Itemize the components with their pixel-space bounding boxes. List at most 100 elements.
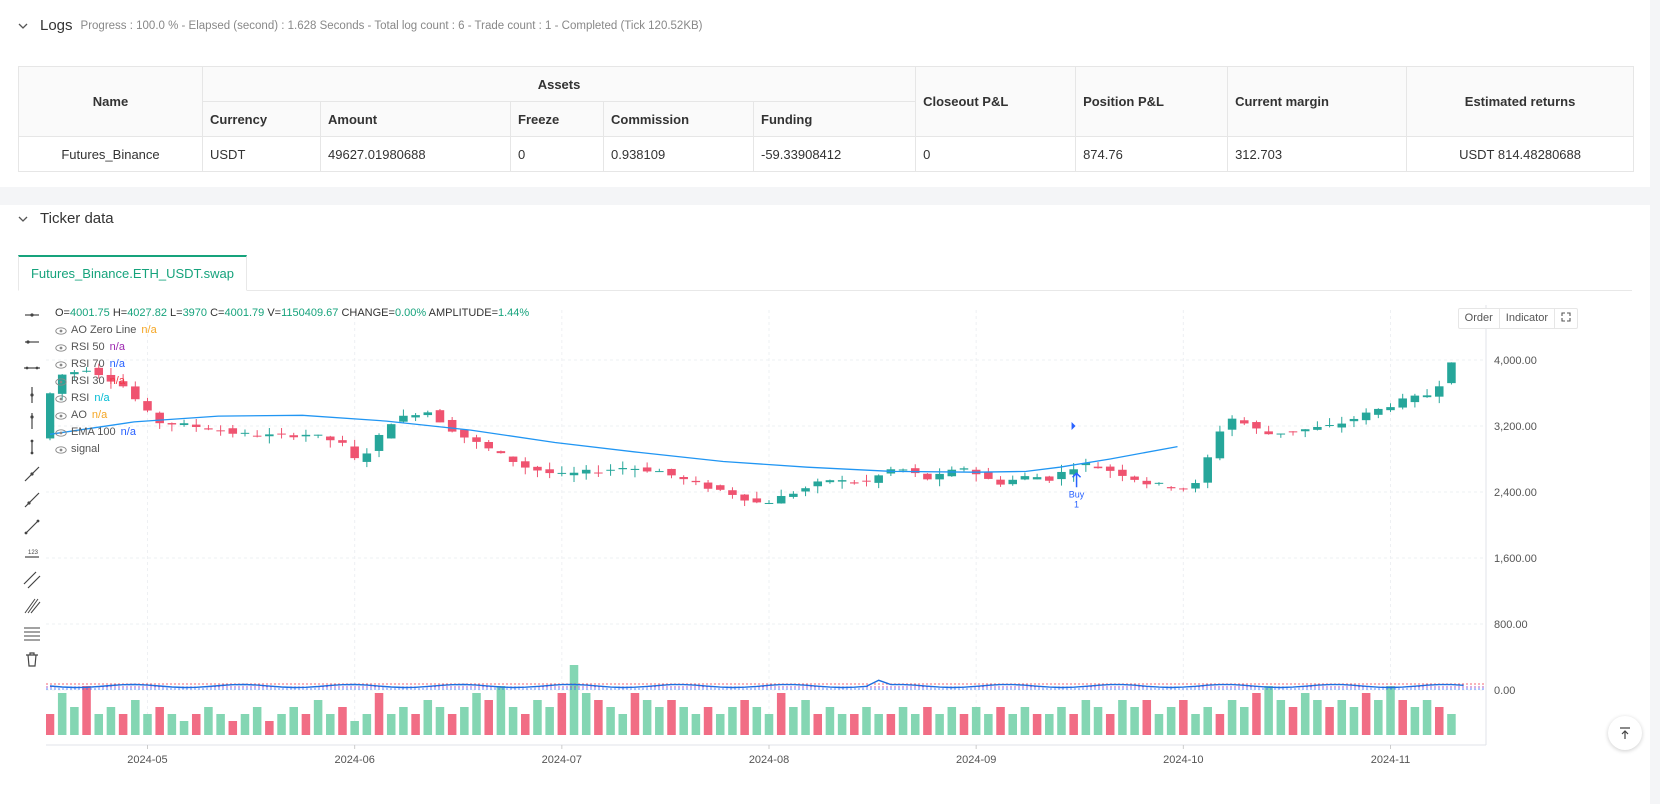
legend-item[interactable]: signal — [55, 441, 529, 458]
cell-freeze: 0 — [510, 136, 604, 172]
parallel-channel-tool-icon[interactable] — [22, 570, 42, 590]
eye-icon[interactable] — [55, 411, 67, 420]
candle — [191, 418, 201, 432]
candle — [1349, 416, 1359, 428]
trash-icon[interactable] — [22, 649, 42, 669]
eye-icon[interactable] — [55, 394, 67, 403]
segment-tool-icon[interactable] — [22, 517, 42, 537]
price-range-tool-icon[interactable]: 123 — [22, 543, 42, 563]
candle — [1142, 477, 1152, 489]
candle — [1203, 454, 1212, 489]
candle — [1276, 433, 1286, 438]
volume-bar — [1008, 714, 1017, 735]
legend-item[interactable]: AO Zero Line n/a — [55, 322, 529, 339]
legend-item[interactable]: AO n/a — [55, 407, 529, 424]
y-tick-label: 4,000.00 — [1494, 355, 1537, 367]
eye-icon[interactable] — [55, 445, 67, 454]
pitchfork-tool-icon[interactable] — [22, 596, 42, 616]
horizontal-line-tool-icon[interactable] — [22, 305, 42, 325]
legend-item[interactable]: RSI n/a — [55, 390, 529, 407]
volume-bar — [423, 700, 433, 735]
eye-icon[interactable] — [55, 326, 67, 335]
volume-bar — [837, 714, 847, 735]
order-button[interactable]: Order — [1459, 309, 1500, 328]
candle — [837, 475, 847, 489]
candle — [655, 468, 664, 473]
candle — [1166, 486, 1176, 491]
chevron-down-icon[interactable] — [18, 214, 28, 224]
eye-icon[interactable] — [55, 428, 67, 437]
candle — [301, 429, 311, 442]
amplitude-label: AMPLITUDE= — [428, 307, 498, 319]
scroll-to-top-button[interactable] — [1608, 716, 1642, 750]
volume-bar — [1130, 707, 1139, 735]
ticker-panel: Ticker data Futures_Binance.ETH_USDT.swa… — [0, 205, 1650, 804]
volume-bar — [1081, 700, 1091, 735]
volume-bar — [447, 714, 457, 735]
eye-icon[interactable] — [55, 343, 67, 352]
chevron-down-icon[interactable] — [18, 21, 28, 31]
expand-icon[interactable] — [1561, 312, 1571, 322]
candle — [179, 419, 189, 427]
candle — [265, 428, 274, 444]
low-label: L= — [170, 307, 183, 319]
volume-bar — [776, 693, 786, 735]
y-tick-label: 0.00 — [1494, 685, 1515, 697]
candle — [1422, 389, 1432, 398]
ticker-header[interactable]: Ticker data — [18, 210, 114, 227]
candle — [764, 500, 774, 504]
legend-item[interactable]: RSI 30 n/a — [55, 373, 529, 390]
candle — [386, 423, 396, 439]
candle — [118, 374, 128, 388]
cell-commission: 0.938109 — [603, 136, 754, 172]
ray-tool-icon[interactable] — [22, 490, 42, 510]
logs-header[interactable]: Logs Progress : 100.0 % - Elapsed (secon… — [18, 17, 703, 34]
volume-bar — [1264, 686, 1273, 735]
candle — [825, 479, 835, 484]
margin-header: Current margin — [1227, 66, 1408, 137]
cell-amount: 49627.01980688 — [320, 136, 511, 172]
position-header: Position P&L — [1075, 66, 1229, 137]
volume-bar — [1093, 707, 1103, 735]
trend-line-tool-icon[interactable] — [22, 464, 42, 484]
indicator-button[interactable]: Indicator — [1500, 309, 1555, 328]
vertical-segment-tool-icon[interactable] — [22, 437, 42, 457]
ohlc-readout: O=4001.75 H=4027.82 L=3970 C=4001.79 V=1… — [55, 305, 529, 322]
candle — [204, 424, 213, 431]
legend-item[interactable]: EMA 100 n/a — [55, 424, 529, 441]
vertical-ray-tool-icon[interactable] — [22, 411, 42, 431]
candle — [313, 434, 323, 439]
volume-bar — [1300, 693, 1310, 735]
volume-bar — [1361, 693, 1371, 735]
horizontal-ray-tool-icon[interactable] — [22, 332, 42, 352]
fib-retracement-tool-icon[interactable] — [22, 623, 42, 643]
candle — [594, 465, 603, 477]
eye-icon[interactable] — [55, 360, 67, 369]
volume-bar — [1032, 714, 1042, 735]
candle — [1300, 429, 1310, 438]
candle — [1105, 464, 1115, 478]
x-tick-label: 2024-07 — [542, 754, 582, 766]
volume-bar — [764, 714, 774, 735]
arrow-up-icon[interactable] — [1618, 726, 1632, 740]
amplitude-value: 1.44% — [498, 307, 530, 319]
volume-bar — [667, 700, 676, 735]
volume-bar — [752, 707, 762, 735]
candle — [94, 363, 104, 379]
legend-item[interactable]: RSI 50 n/a — [55, 339, 529, 356]
volume-bar — [679, 707, 688, 735]
eye-icon[interactable] — [55, 377, 67, 386]
legend-item-name: EMA 100 — [71, 426, 116, 438]
candle — [533, 465, 542, 478]
extended-line-tool-icon[interactable] — [22, 358, 42, 378]
vertical-line-tool-icon[interactable] — [22, 385, 42, 405]
fullscreen-button[interactable] — [1555, 309, 1577, 328]
chart-area[interactable]: 123 Buy 1 4,000.00 3,200.00 2,400.00 1,600.… — [18, 305, 1632, 804]
legend-item-value: n/a — [94, 392, 110, 404]
legend-item[interactable]: RSI 70 n/a — [55, 356, 529, 373]
candle — [338, 435, 347, 447]
volume-bar — [898, 707, 908, 735]
tab-eth-usdt-swap[interactable]: Futures_Binance.ETH_USDT.swap — [18, 255, 247, 291]
candle — [143, 397, 152, 413]
logs-meta: Progress : 100.0 % - Elapsed (second) : … — [80, 19, 703, 32]
